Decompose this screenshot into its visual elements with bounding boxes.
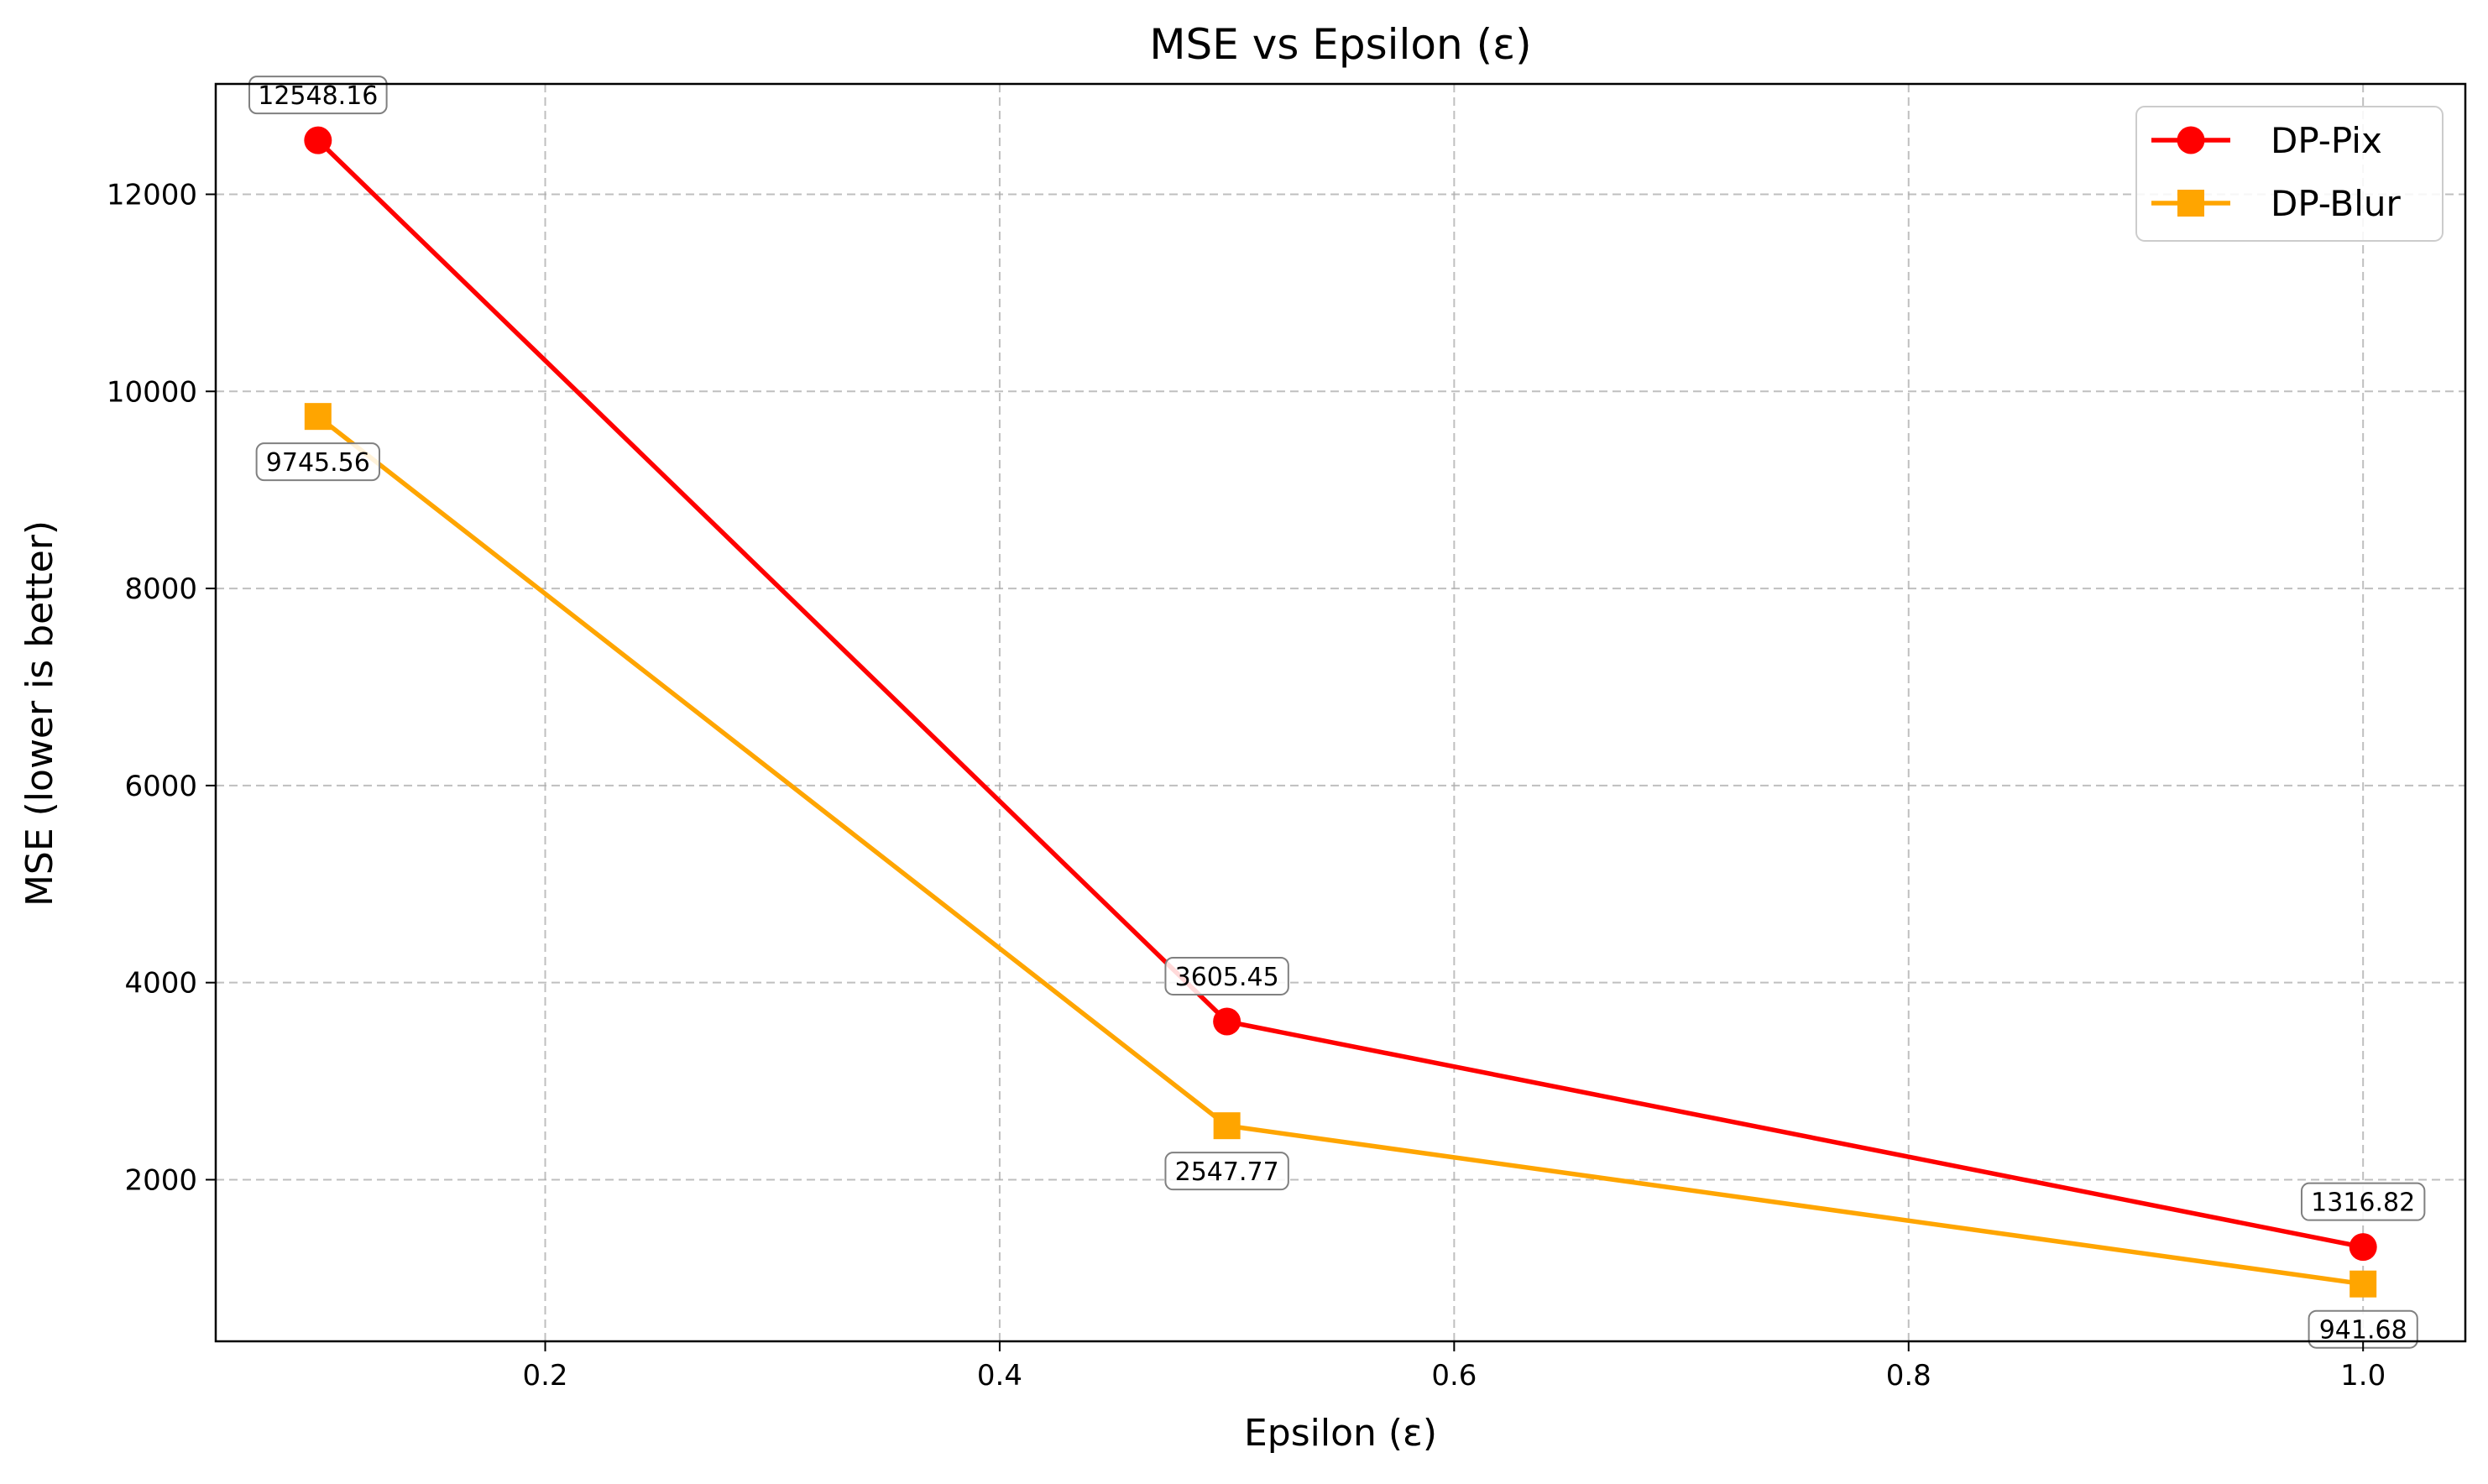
legend-label-dp-pix: DP-Pix [2271,120,2382,161]
data-label-box [1164,956,1289,995]
data-label-dp-pix: 1316.82 [2311,1189,2415,1218]
chart-title: MSE vs Epsilon (ε) [1149,20,1531,69]
data-point-dp-pix [2349,1233,2377,1262]
data-point-dp-blur [1213,1112,1241,1140]
x-tick-label: 0.4 [977,1359,1022,1393]
data-label-dp-pix: 12548.16 [258,81,378,111]
legend-marker-dp-pix [2177,126,2205,154]
data-label-dp-blur: 9745.56 [266,448,370,478]
y-tick-label: 4000 [124,967,197,1001]
legend-label-dp-blur: DP-Blur [2271,183,2402,224]
data-label-box [255,442,381,482]
data-point-dp-pix [1213,1007,1241,1036]
data-label-dp-pix: 3605.45 [1175,963,1279,992]
y-tick-label: 6000 [124,770,197,803]
data-label-dp-blur: 2547.77 [1175,1157,1279,1187]
x-tick-label: 0.6 [1431,1359,1477,1393]
series-markers [304,126,2377,1298]
x-axis-label: Epsilon (ε) [1244,1412,1437,1455]
x-tick-label: 0.8 [1886,1359,1931,1393]
y-tick-label: 8000 [124,572,197,606]
data-point-dp-blur [304,403,332,431]
x-tick-label: 0.2 [522,1359,567,1393]
x-tick-label: 1.0 [2340,1359,2386,1393]
axis-ticks: 0.2 0.4 0.6 0.8 1.0 2000 4000 6000 8000 10000 1200… [107,178,2386,1393]
data-label-box [1164,1152,1289,1191]
data-point-dp-blur [2349,1270,2377,1298]
y-tick-label: 10000 [107,375,197,409]
y-tick-label: 12000 [107,178,197,212]
y-tick-label: 2000 [124,1163,197,1197]
legend: DP-Pix DP-Blur [2135,106,2444,242]
data-labels: 12548.163605.451316.829745.562547.77941.… [248,76,2426,1349]
legend-marker-dp-blur [2177,190,2204,217]
plot-frame [214,82,2467,1343]
data-label-box [248,76,388,115]
grid-lines [216,84,2465,1341]
y-axis-label: MSE (lower is better) [18,520,61,907]
data-point-dp-pix [304,126,332,154]
data-label-box [2300,1182,2426,1221]
